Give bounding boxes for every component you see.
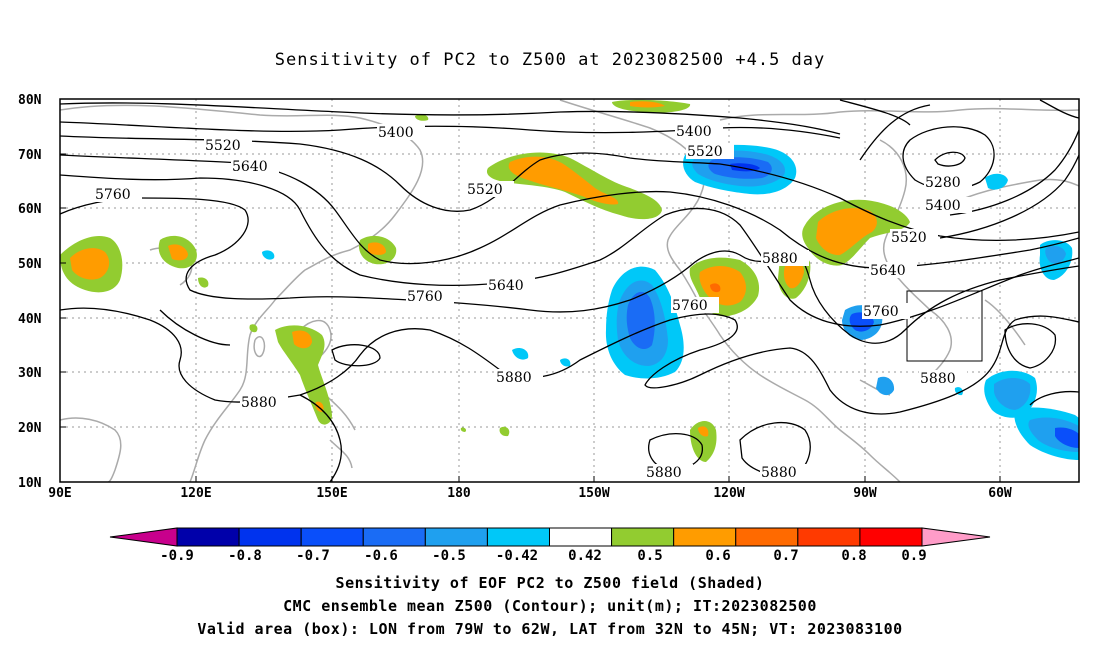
contour-label: 5400 <box>925 198 961 214</box>
lat-label: 70N <box>18 148 42 163</box>
lat-label: 50N <box>18 257 42 272</box>
colorbar-low-triangle <box>109 527 178 547</box>
contour-label: 5880 <box>646 465 682 481</box>
caption-shading: Sensitivity of EOF PC2 to Z500 field (Sh… <box>335 574 765 592</box>
colorbar-swatch <box>424 527 488 547</box>
colorbar-label: 0.8 <box>841 548 866 564</box>
gridlines <box>60 99 1079 482</box>
colorbar-labels: -0.9 -0.8 -0.7 -0.6 -0.5 -0.42 0.42 0.5 … <box>160 548 927 564</box>
lat-label: 60N <box>18 202 42 217</box>
colorbar-swatch <box>549 527 613 547</box>
contour-label: 5520 <box>205 138 241 154</box>
contour-label: 5880 <box>496 370 532 386</box>
lon-label: 60W <box>988 486 1012 501</box>
contour-label: 5400 <box>676 124 712 140</box>
colorbar-label: -0.6 <box>364 548 398 564</box>
colorbar-label: -0.5 <box>432 548 466 564</box>
contour-label: 5760 <box>672 298 708 314</box>
contour-label: 5880 <box>920 371 956 387</box>
contour-label: 5640 <box>870 263 906 279</box>
contour-label: 5880 <box>761 465 797 481</box>
colorbar-swatch <box>362 527 426 547</box>
colorbar-swatch <box>486 527 550 547</box>
colorbar-label: 0.5 <box>637 548 662 564</box>
colorbar-label: -0.9 <box>160 548 194 564</box>
contour-label: 5520 <box>687 144 723 160</box>
lon-label: 120W <box>713 486 744 501</box>
lon-label: 180 <box>447 486 471 501</box>
latitude-labels: 80N 70N 60N 50N 40N 30N 20N 10N <box>18 93 42 491</box>
colorbar-high-triangle <box>921 527 991 547</box>
contour-label: 5880 <box>762 251 798 267</box>
contour-label-group: 5400 5400 5520 5520 5520 5520 5640 5640 … <box>94 123 972 481</box>
colorbar <box>109 527 991 547</box>
colorbar-swatch <box>300 527 364 547</box>
contour-label: 5760 <box>863 304 899 320</box>
colorbar-swatch <box>611 527 675 547</box>
lat-label: 20N <box>18 421 42 436</box>
contour-label: 5760 <box>407 289 443 305</box>
lon-label: 90W <box>853 486 877 501</box>
lat-label: 80N <box>18 93 42 108</box>
axis-ticks <box>60 153 1001 482</box>
colorbar-swatch <box>673 527 737 547</box>
lon-label: 90E <box>48 486 71 501</box>
contour-label: 5520 <box>467 182 503 198</box>
colorbar-label: -0.7 <box>296 548 330 564</box>
lat-label: 40N <box>18 312 42 327</box>
longitude-labels: 90E 120E 150E 180 150W 120W 90W 60W <box>48 486 1012 501</box>
colorbar-swatch <box>238 527 302 547</box>
contour-label: 5880 <box>241 395 277 411</box>
colorbar-swatch <box>859 527 923 547</box>
colorbar-swatch <box>735 527 799 547</box>
caption-valid-area: Valid area (box): LON from 79W to 62W, L… <box>197 620 903 638</box>
colorbar-label: -0.8 <box>228 548 262 564</box>
contour-label: 5640 <box>488 278 524 294</box>
colorbar-label: -0.42 <box>496 548 538 564</box>
contour-label: 5520 <box>891 230 927 246</box>
lon-label: 150E <box>316 486 347 501</box>
colorbar-swatch <box>797 527 861 547</box>
map-frame <box>59 98 1080 483</box>
valid-area-box <box>906 290 983 362</box>
contour-label: 5400 <box>378 125 414 141</box>
lon-label: 150W <box>578 486 609 501</box>
lon-label: 120E <box>180 486 211 501</box>
colorbar-swatch <box>176 527 240 547</box>
colorbar-label: 0.9 <box>901 548 926 564</box>
colorbar-label: 0.42 <box>568 548 602 564</box>
colorbar-label: 0.6 <box>705 548 730 564</box>
caption-contour: CMC ensemble mean Z500 (Contour); unit(m… <box>283 597 817 615</box>
lat-label: 30N <box>18 366 42 381</box>
contour-label: 5640 <box>232 159 268 175</box>
map-title: Sensitivity of PC2 to Z500 at 2023082500… <box>274 50 826 70</box>
colorbar-label: 0.7 <box>773 548 798 564</box>
lat-label: 10N <box>18 476 42 491</box>
contour-label: 5760 <box>95 187 131 203</box>
contour-label: 5280 <box>925 175 961 191</box>
